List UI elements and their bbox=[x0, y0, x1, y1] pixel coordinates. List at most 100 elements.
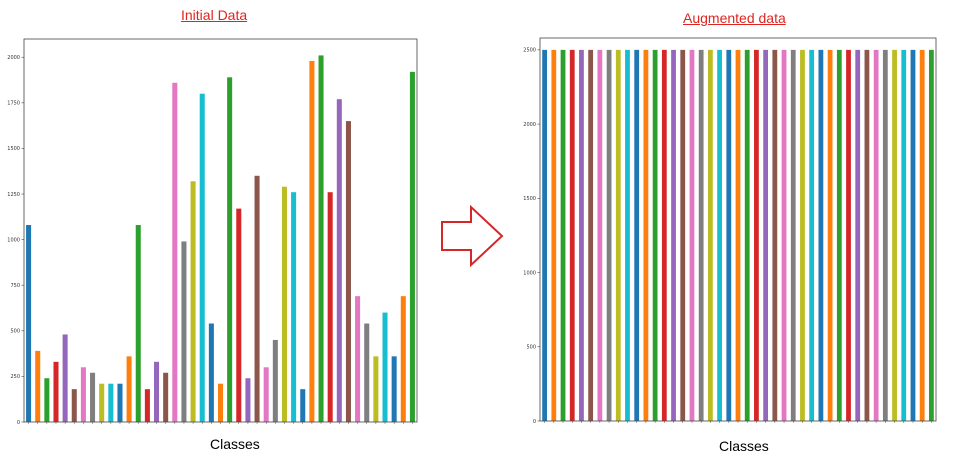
bar bbox=[135, 225, 141, 422]
bar bbox=[345, 121, 351, 422]
bar bbox=[90, 372, 96, 422]
bar bbox=[643, 49, 649, 421]
bar bbox=[254, 175, 260, 422]
y-tick-label: 1500 bbox=[523, 196, 536, 202]
bar bbox=[929, 49, 934, 421]
bar bbox=[245, 378, 251, 422]
bar bbox=[355, 296, 361, 422]
y-tick-label: 0 bbox=[533, 419, 536, 425]
y-tick-label: 1500 bbox=[7, 146, 20, 152]
bar bbox=[615, 49, 621, 421]
bar bbox=[763, 49, 769, 421]
bar bbox=[62, 334, 68, 422]
bar bbox=[726, 49, 732, 421]
y-tick-label: 1000 bbox=[523, 270, 536, 276]
bar bbox=[154, 361, 160, 422]
bar bbox=[227, 77, 233, 423]
bar bbox=[163, 372, 169, 422]
bar bbox=[698, 49, 704, 421]
bar bbox=[108, 383, 114, 422]
y-tick-label: 1750 bbox=[7, 101, 20, 107]
bar bbox=[80, 367, 86, 422]
y-tick-label: 250 bbox=[10, 374, 20, 380]
bar bbox=[919, 49, 925, 421]
bar bbox=[735, 49, 741, 421]
bar bbox=[579, 49, 584, 421]
bar bbox=[671, 49, 676, 421]
bar bbox=[208, 323, 214, 422]
bar bbox=[717, 49, 722, 421]
bar bbox=[318, 55, 324, 422]
bar bbox=[400, 296, 406, 422]
bar bbox=[744, 49, 750, 421]
bar bbox=[26, 225, 32, 422]
bar bbox=[44, 378, 50, 422]
bar bbox=[892, 49, 897, 421]
bar bbox=[818, 49, 824, 421]
y-tick-label: 750 bbox=[10, 283, 20, 289]
left-x-axis-label: Classes bbox=[210, 436, 260, 452]
bar bbox=[236, 208, 242, 422]
bar bbox=[126, 356, 132, 422]
bar bbox=[327, 192, 333, 422]
bar bbox=[569, 49, 575, 421]
bar bbox=[172, 82, 178, 423]
y-tick-label: 1000 bbox=[7, 237, 20, 243]
bar bbox=[336, 99, 342, 422]
bar bbox=[291, 192, 297, 422]
bar bbox=[855, 49, 861, 421]
bar bbox=[680, 49, 686, 421]
bar bbox=[910, 49, 916, 421]
bar bbox=[281, 186, 287, 422]
y-tick-label: 0 bbox=[17, 420, 20, 426]
bar bbox=[827, 49, 833, 421]
bar bbox=[117, 383, 123, 422]
bar bbox=[625, 49, 630, 421]
y-tick-label: 1250 bbox=[7, 192, 20, 198]
bar bbox=[551, 49, 557, 421]
bar bbox=[373, 356, 379, 422]
bar bbox=[790, 49, 796, 421]
bar bbox=[882, 49, 888, 421]
bar bbox=[181, 241, 187, 422]
bar bbox=[263, 367, 269, 422]
bar bbox=[606, 49, 612, 421]
bar bbox=[634, 49, 640, 421]
bar bbox=[901, 49, 907, 421]
bar bbox=[846, 49, 851, 421]
bar bbox=[542, 49, 547, 421]
right-x-axis-label: Classes bbox=[719, 438, 769, 454]
bar bbox=[35, 350, 41, 422]
y-tick-label: 500 bbox=[526, 345, 536, 351]
left-chart-title: Initial Data bbox=[181, 7, 248, 23]
bar bbox=[53, 361, 59, 422]
bar bbox=[689, 49, 695, 421]
y-tick-label: 500 bbox=[10, 329, 20, 335]
bar bbox=[364, 323, 370, 422]
y-tick-label: 2000 bbox=[7, 55, 20, 61]
bar bbox=[873, 49, 879, 421]
bar bbox=[781, 49, 787, 421]
bar bbox=[199, 93, 205, 423]
bar bbox=[190, 181, 196, 422]
bar bbox=[309, 60, 315, 422]
bar bbox=[661, 49, 667, 421]
bar bbox=[382, 312, 388, 422]
bar bbox=[864, 49, 870, 421]
bar bbox=[772, 49, 778, 421]
bar bbox=[754, 49, 759, 421]
bar bbox=[800, 49, 805, 421]
bar bbox=[560, 49, 566, 421]
y-tick-label: 2000 bbox=[523, 122, 536, 128]
bar bbox=[300, 389, 306, 422]
bar bbox=[144, 389, 150, 422]
bar bbox=[588, 49, 594, 421]
left-bar-chart: 0 250 500 750 1000 1250 1500 1750 2000 bbox=[7, 38, 418, 426]
right-arrow-icon bbox=[441, 204, 504, 268]
bar bbox=[809, 49, 815, 421]
right-chart-title: Augmented data bbox=[683, 10, 786, 26]
plot-frame bbox=[539, 37, 937, 422]
bar bbox=[836, 49, 842, 421]
bar bbox=[71, 389, 77, 422]
bar bbox=[652, 49, 658, 421]
